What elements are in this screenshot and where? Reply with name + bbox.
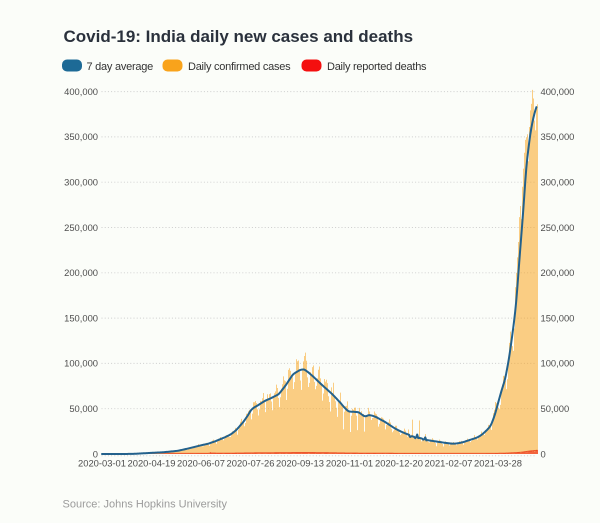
svg-text:Daily confirmed cases: Daily confirmed cases	[188, 61, 291, 73]
svg-text:Source: Johns Hopkins Universi: Source: Johns Hopkins University	[63, 499, 228, 511]
svg-text:50,000: 50,000	[69, 403, 98, 414]
svg-text:2020-07-26: 2020-07-26	[227, 458, 275, 469]
svg-text:200,000: 200,000	[541, 267, 575, 278]
svg-text:100,000: 100,000	[541, 358, 575, 369]
svg-text:50,000: 50,000	[541, 403, 570, 414]
svg-text:2020-11-01: 2020-11-01	[326, 458, 373, 469]
svg-text:2020-03-01: 2020-03-01	[78, 458, 126, 469]
svg-text:200,000: 200,000	[64, 267, 98, 278]
svg-text:2020-06-07: 2020-06-07	[177, 458, 225, 469]
svg-text:2021-02-07: 2021-02-07	[425, 458, 473, 469]
svg-text:400,000: 400,000	[541, 86, 575, 97]
svg-text:0: 0	[541, 448, 546, 459]
svg-text:400,000: 400,000	[64, 86, 98, 97]
svg-text:Daily reported deaths: Daily reported deaths	[327, 61, 427, 73]
svg-text:100,000: 100,000	[64, 358, 98, 369]
svg-text:350,000: 350,000	[64, 131, 98, 142]
svg-text:250,000: 250,000	[64, 222, 98, 233]
svg-text:2021-03-28: 2021-03-28	[474, 458, 522, 469]
svg-text:300,000: 300,000	[541, 177, 575, 188]
svg-text:150,000: 150,000	[541, 312, 575, 323]
svg-text:250,000: 250,000	[541, 222, 575, 233]
svg-text:300,000: 300,000	[64, 177, 98, 188]
svg-text:2020-04-19: 2020-04-19	[128, 458, 176, 469]
svg-text:2020-09-13: 2020-09-13	[276, 458, 324, 469]
svg-text:0: 0	[93, 448, 98, 459]
svg-text:2020-12-20: 2020-12-20	[375, 458, 423, 469]
svg-text:Covid-19: India daily new case: Covid-19: India daily new cases and deat…	[64, 27, 414, 46]
svg-text:7 day average: 7 day average	[87, 61, 154, 73]
svg-text:350,000: 350,000	[541, 131, 575, 142]
svg-text:150,000: 150,000	[64, 312, 98, 323]
